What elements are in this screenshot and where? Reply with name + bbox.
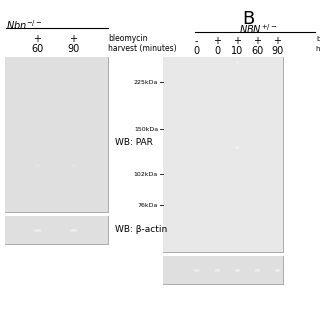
Bar — [5, 216, 108, 244]
Text: 150kDa: 150kDa — [134, 127, 158, 132]
Text: 225kDa: 225kDa — [134, 80, 158, 85]
Text: 0: 0 — [214, 46, 220, 56]
Text: harvest (minutes): harvest (minutes) — [316, 46, 320, 52]
Bar — [163, 256, 283, 284]
Text: 90: 90 — [271, 46, 283, 56]
Text: $Nbn^{-/-}$: $Nbn^{-/-}$ — [6, 18, 43, 32]
Text: B: B — [242, 10, 254, 28]
Text: 10: 10 — [231, 46, 243, 56]
Text: +: + — [33, 34, 41, 44]
Text: 90: 90 — [67, 44, 79, 54]
Text: +: + — [69, 34, 77, 44]
Text: WB: PAR: WB: PAR — [115, 138, 153, 147]
Text: +: + — [233, 36, 241, 46]
Text: 76kDa: 76kDa — [138, 203, 158, 208]
Bar — [163, 57, 283, 252]
Text: -: - — [194, 36, 198, 46]
Text: 102kDa: 102kDa — [134, 172, 158, 177]
Text: +: + — [213, 36, 221, 46]
Text: bleomycin: bleomycin — [108, 34, 148, 43]
Text: harvest (minutes): harvest (minutes) — [108, 44, 177, 53]
Text: 60: 60 — [251, 46, 263, 56]
Text: bleomycin: bleomycin — [316, 36, 320, 42]
Text: $NBN^{+/-}$: $NBN^{+/-}$ — [239, 22, 277, 36]
Text: +: + — [273, 36, 281, 46]
Text: +: + — [253, 36, 261, 46]
Bar — [5, 57, 108, 212]
Text: 60: 60 — [31, 44, 43, 54]
Text: WB: β-actin: WB: β-actin — [115, 226, 167, 235]
Text: 0: 0 — [193, 46, 199, 56]
